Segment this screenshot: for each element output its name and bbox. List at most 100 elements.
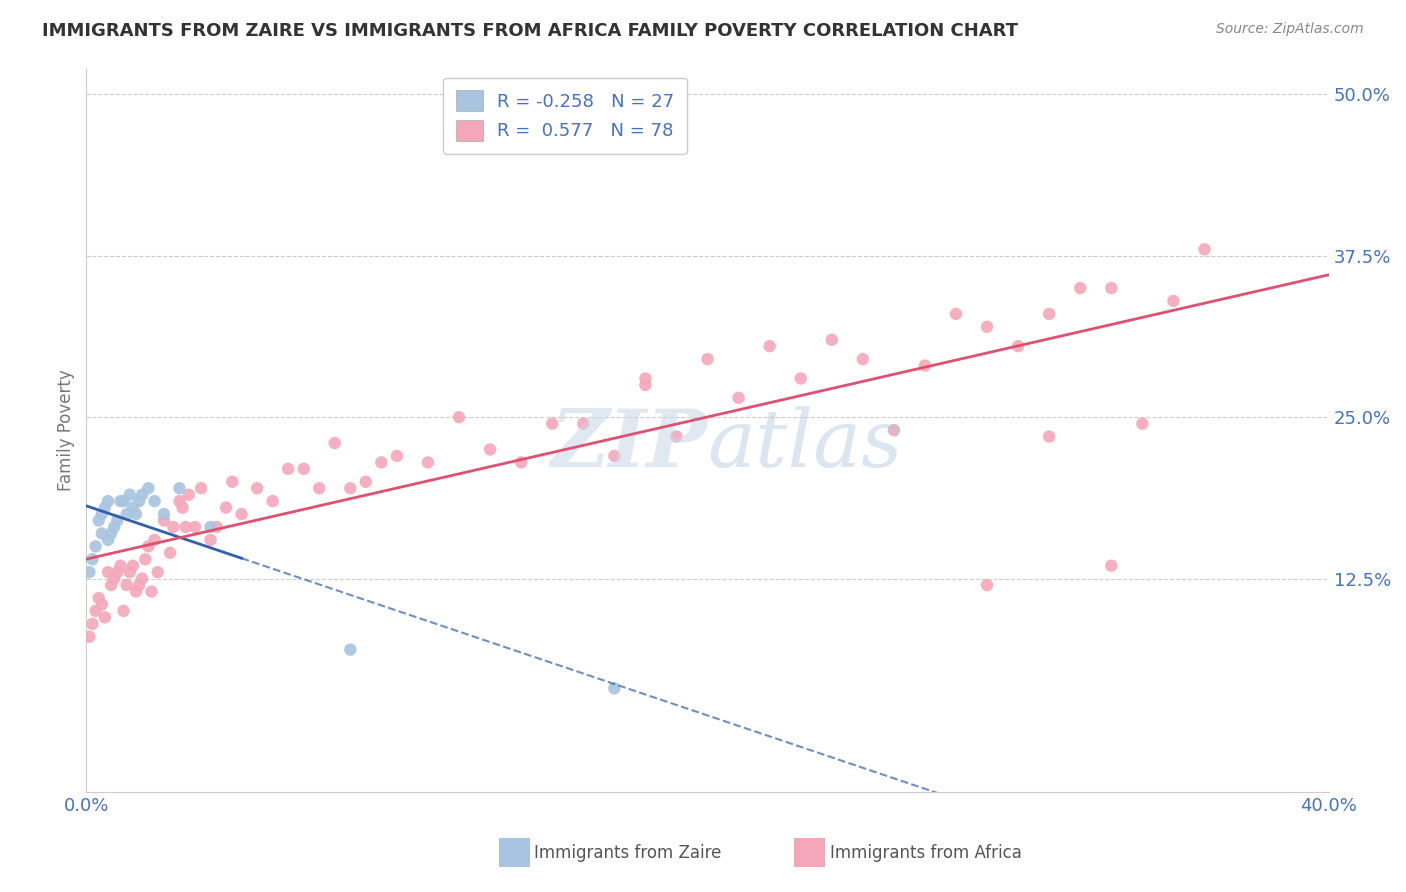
Point [665,429,688,443]
Y-axis label: Family Poverty: Family Poverty [58,369,75,491]
Point [169,494,191,508]
Point [90,598,112,612]
Point [184,520,207,534]
Point [821,333,844,347]
Point [1099,558,1122,573]
Point [1007,339,1029,353]
Point [110,558,132,573]
Point [479,442,502,457]
Point [308,481,330,495]
Point [262,494,284,508]
Point [110,494,132,508]
Point [112,494,135,508]
Point [84,539,107,553]
Point [79,630,101,644]
Point [1099,281,1122,295]
Point [153,514,176,528]
Point [1069,281,1091,295]
Point [90,507,112,521]
Point [339,642,361,657]
Point [976,578,998,592]
Point [200,520,222,534]
Point [246,481,269,495]
Point [221,475,243,489]
Point [138,481,160,495]
Point [162,520,184,534]
Point [169,481,191,495]
Point [105,565,128,579]
Point [172,500,194,515]
Point [103,572,125,586]
Point [100,526,122,541]
Point [852,352,875,367]
Point [125,507,148,521]
Point [696,352,718,367]
Point [159,546,181,560]
Point [603,681,626,696]
Point [105,514,128,528]
Point [1038,307,1060,321]
Point [84,604,107,618]
Point [138,539,160,553]
Text: Immigrants from Zaire: Immigrants from Zaire [534,844,721,862]
Point [146,565,169,579]
Point [97,533,120,547]
Point [112,604,135,618]
Text: ZIP: ZIP [551,406,707,483]
Point [87,591,110,605]
Point [1194,243,1216,257]
Point [323,436,346,450]
Point [143,533,166,547]
Point [215,500,238,515]
Point [94,610,117,624]
Point [128,494,150,508]
Point [118,565,141,579]
Point [883,423,905,437]
Point [789,371,811,385]
Point [976,319,998,334]
Point [758,339,780,353]
Point [97,494,120,508]
Point [131,488,153,502]
Point [177,488,200,502]
Point [122,558,145,573]
Point [100,578,122,592]
Point [141,584,163,599]
Point [385,449,408,463]
Point [292,462,315,476]
Point [339,481,361,495]
Point [231,507,253,521]
Point [914,359,936,373]
Point [1163,293,1185,308]
Point [603,449,626,463]
Point [115,578,138,592]
Point [79,565,101,579]
Point [87,514,110,528]
Text: atlas: atlas [707,406,903,483]
Point [1038,429,1060,443]
Point [510,455,533,469]
Point [541,126,564,140]
Point [190,481,212,495]
Point [97,565,120,579]
Point [94,500,117,515]
Point [82,552,104,566]
Point [82,616,104,631]
Text: IMMIGRANTS FROM ZAIRE VS IMMIGRANTS FROM AFRICA FAMILY POVERTY CORRELATION CHART: IMMIGRANTS FROM ZAIRE VS IMMIGRANTS FROM… [42,22,1018,40]
Text: Source: ZipAtlas.com: Source: ZipAtlas.com [1216,22,1364,37]
Point [143,494,166,508]
Point [131,572,153,586]
Point [200,533,222,547]
Point [1132,417,1154,431]
Point [447,410,470,425]
Point [370,455,392,469]
Text: Immigrants from Africa: Immigrants from Africa [830,844,1021,862]
Point [128,578,150,592]
Point [945,307,967,321]
Point [541,417,564,431]
Point [277,462,299,476]
Point [134,552,156,566]
Point [153,507,176,521]
Point [122,500,145,515]
Point [90,526,112,541]
